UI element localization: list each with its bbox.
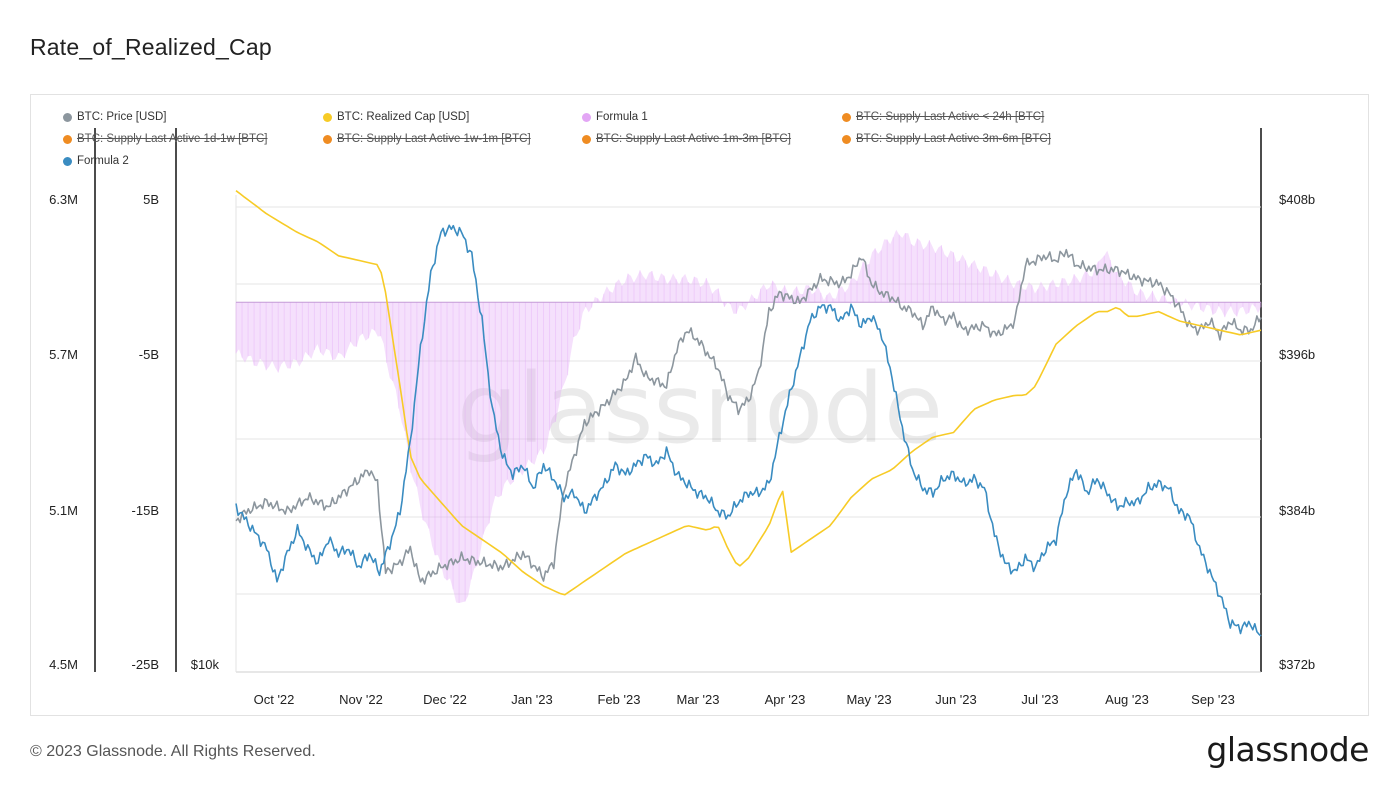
right-tick-label: $408b: [1279, 192, 1315, 207]
legend-item[interactable]: BTC: Supply Last Active 1m-3m [BTC]: [582, 133, 791, 145]
legend-item[interactable]: Formula 1: [582, 111, 648, 123]
legend-dot-icon: [582, 112, 591, 122]
formula1-area: [235, 229, 1262, 603]
legend-dot-icon: [323, 134, 332, 144]
x-tick-label: Nov '22: [339, 692, 383, 707]
formula-tick-label: -25B: [132, 657, 159, 672]
legend-dot-icon: [842, 134, 851, 144]
x-tick-label: Mar '23: [677, 692, 720, 707]
supply-tick-label: 6.3M: [49, 192, 78, 207]
legend-dot-icon: [63, 156, 72, 166]
legend-dot-icon: [63, 134, 72, 144]
legend-label: Formula 2: [77, 155, 129, 167]
legend-item[interactable]: BTC: Supply Last Active 3m-6m [BTC]: [842, 133, 1051, 145]
legend-label: BTC: Supply Last Active 1d-1w [BTC]: [77, 133, 268, 145]
right-tick-label: $372b: [1279, 657, 1315, 672]
supply-tick-label: 5.7M: [49, 347, 78, 362]
tick-labels: 6.3M 5.7M 5.1M 4.5M 5B -5B -15B -25B $10k $408b $3…: [49, 192, 1315, 707]
x-tick-label: May '23: [846, 692, 891, 707]
legend-dot-icon: [323, 112, 332, 122]
copyright: © 2023 Glassnode. All Rights Reserved.: [30, 743, 316, 760]
legend-item[interactable]: BTC: Supply Last Active 1d-1w [BTC]: [63, 133, 267, 145]
right-tick-label: $396b: [1279, 347, 1315, 362]
chart-title: Rate_of_Realized_Cap: [30, 34, 272, 60]
gridlines: [236, 206, 1261, 595]
formula1-area-fill: [236, 229, 1261, 603]
watermark: glassnode: [457, 353, 943, 465]
legend-dot-icon: [582, 134, 591, 144]
x-tick-label: Jul '23: [1021, 692, 1058, 707]
x-tick-label: Oct '22: [254, 692, 295, 707]
x-tick-label: Jun '23: [935, 692, 977, 707]
series-line-btc-realized-cap-usd-: [235, 190, 1262, 596]
x-tick-label: Feb '23: [598, 692, 641, 707]
legend-label: BTC: Realized Cap [USD]: [337, 111, 470, 123]
x-tick-label: Sep '23: [1191, 692, 1235, 707]
legend-label: BTC: Supply Last Active 1m-3m [BTC]: [596, 133, 791, 145]
legend-label: Formula 1: [596, 111, 648, 123]
x-tick-label: Jan '23: [511, 692, 553, 707]
formula-tick-label: -15B: [132, 503, 159, 518]
supply-tick-label: 4.5M: [49, 657, 78, 672]
price-tick-label: $10k: [191, 657, 220, 672]
x-tick-label: Apr '23: [765, 692, 806, 707]
legend-item[interactable]: BTC: Price [USD]: [63, 111, 166, 123]
legend-label: BTC: Supply Last Active 3m-6m [BTC]: [856, 133, 1051, 145]
legend-label: BTC: Supply Last Active < 24h [BTC]: [856, 111, 1045, 123]
x-tick-label: Dec '22: [423, 692, 467, 707]
legend-item[interactable]: Formula 2: [63, 155, 129, 167]
formula-tick-label: -5B: [139, 347, 159, 362]
legend-item[interactable]: BTC: Supply Last Active < 24h [BTC]: [842, 111, 1044, 123]
right-tick-label: $384b: [1279, 503, 1315, 518]
series-lines: [235, 190, 1262, 637]
legend-label: BTC: Supply Last Active 1w-1m [BTC]: [337, 133, 531, 145]
series-line-btc-price-usd-: [235, 248, 1262, 585]
legend-item[interactable]: BTC: Realized Cap [USD]: [323, 111, 469, 123]
legend-dot-icon: [63, 112, 72, 122]
x-tick-label: Aug '23: [1105, 692, 1149, 707]
legend-dot-icon: [842, 112, 851, 122]
supply-tick-label: 5.1M: [49, 503, 78, 518]
series-line-formula-2: [235, 224, 1262, 637]
legend-item[interactable]: BTC: Supply Last Active 1w-1m [BTC]: [323, 133, 531, 145]
chart-panel: [30, 94, 1369, 716]
formula-tick-label: 5B: [143, 192, 159, 207]
glassnode-logo: glassnode: [1206, 730, 1369, 769]
legend-label: BTC: Price [USD]: [77, 111, 167, 123]
